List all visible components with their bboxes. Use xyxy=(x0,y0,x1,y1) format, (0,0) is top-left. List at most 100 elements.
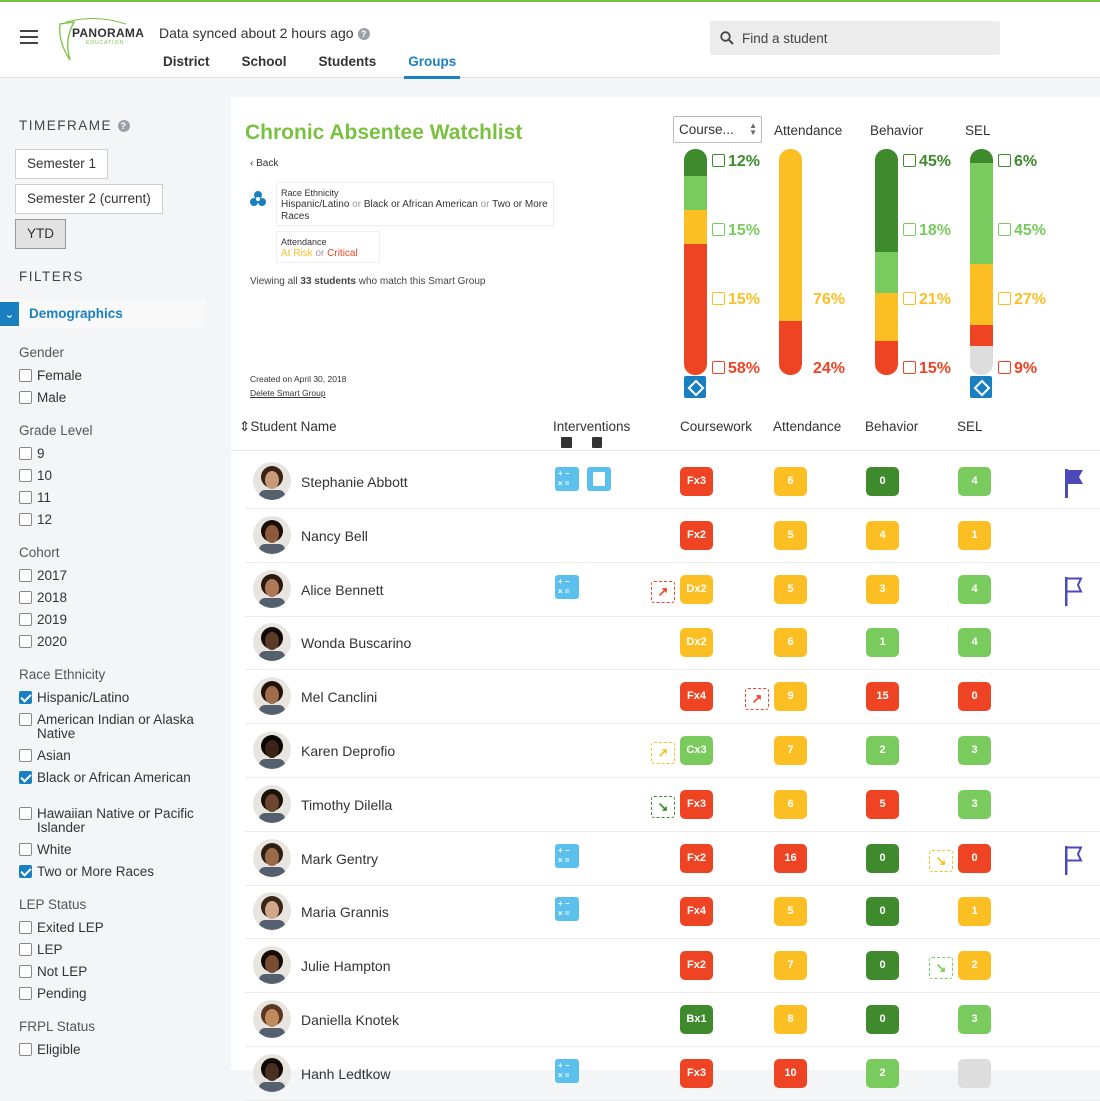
sel-bar-segment[interactable] xyxy=(970,162,993,265)
nav-groups[interactable]: Groups xyxy=(404,54,461,79)
checkbox-checked-icon[interactable] xyxy=(19,865,32,878)
panorama-logo[interactable]: PANORAMA EDUCATION xyxy=(56,14,144,64)
flag-outline-icon[interactable] xyxy=(1063,575,1085,607)
checkbox-icon[interactable] xyxy=(19,513,32,526)
student-name[interactable]: Wonda Buscarino xyxy=(301,635,412,652)
attendance-bar-segment[interactable] xyxy=(779,320,802,375)
behavior-chip[interactable]: 15 xyxy=(866,682,899,712)
checkbox-icon[interactable] xyxy=(19,921,32,934)
student-row[interactable]: Julie Hampton Fx2 7 0 2 ↘ xyxy=(245,939,1100,994)
checkbox-icon[interactable] xyxy=(19,613,32,626)
expand-coursework-icon[interactable] xyxy=(684,376,706,398)
checkbox-checked-icon[interactable] xyxy=(19,771,32,784)
attendance-chip[interactable]: 8 xyxy=(774,1005,807,1034)
expand-sel-icon[interactable] xyxy=(970,376,992,398)
checkbox-icon[interactable] xyxy=(19,569,32,582)
behavior-chip[interactable]: 1 xyxy=(866,628,899,658)
checkbox-icon[interactable] xyxy=(19,469,32,482)
student-row[interactable]: Alice Bennett Dx2↗ 5 3 4 xyxy=(245,563,1100,617)
sel-chip[interactable]: 0 xyxy=(958,843,991,873)
segment-select-checkbox[interactable] xyxy=(903,223,916,236)
attendance-chip[interactable]: 10 xyxy=(774,1058,807,1088)
checkbox-icon[interactable] xyxy=(19,843,32,856)
sel-chip[interactable]: 3 xyxy=(958,736,991,765)
timeframe-semester-1[interactable]: Semester 1 xyxy=(15,149,109,179)
attendance-chip[interactable]: 6 xyxy=(774,628,807,658)
sel-chip[interactable]: 4 xyxy=(958,574,991,604)
coursework-bar-segment[interactable] xyxy=(684,149,707,177)
calculator-icon[interactable] xyxy=(555,574,579,599)
nav-school[interactable]: School xyxy=(241,54,287,69)
student-row[interactable]: Karen Deprofio Cx3 ↗ 7 2 3 xyxy=(245,724,1100,778)
segment-select-checkbox[interactable] xyxy=(712,154,725,167)
sel-chip[interactable]: 0 xyxy=(958,682,991,712)
checkbox-checked-icon[interactable] xyxy=(19,691,32,704)
search-input[interactable] xyxy=(742,30,982,46)
attendance-chip[interactable]: 5 xyxy=(774,574,807,604)
coursework-bar-segment[interactable] xyxy=(684,243,707,375)
coursework-chip[interactable]: Fx3 xyxy=(680,1058,713,1088)
behavior-chip[interactable]: 0 xyxy=(866,951,899,981)
nav-district[interactable]: District xyxy=(163,54,210,69)
segment-select-checkbox[interactable] xyxy=(903,292,916,305)
checkbox-icon[interactable] xyxy=(19,635,32,648)
segment-select-checkbox[interactable] xyxy=(903,361,916,374)
student-name[interactable]: Mark Gentry xyxy=(301,850,379,867)
checkbox-icon[interactable] xyxy=(19,965,32,978)
calculator-icon[interactable] xyxy=(555,1058,579,1083)
student-row[interactable]: Nancy Bell Fx2 5 4 1 xyxy=(245,509,1100,563)
checkbox-icon[interactable] xyxy=(19,713,32,726)
behavior-chip[interactable]: 0 xyxy=(866,897,899,927)
student-name[interactable]: Nancy Bell xyxy=(301,527,368,544)
sel-chip[interactable] xyxy=(958,1058,991,1088)
coursework-chip[interactable]: Fx2 xyxy=(680,520,713,550)
coursework-chip[interactable]: Cx3 xyxy=(680,736,713,765)
segment-select-checkbox[interactable] xyxy=(712,223,725,236)
coursework-chip[interactable]: Fx3 xyxy=(680,467,713,496)
student-name[interactable]: Alice Bennett xyxy=(301,581,384,598)
student-row[interactable]: Mel Canclini Fx4 9 ↗ 15 0 xyxy=(245,670,1100,725)
sel-bar-segment[interactable] xyxy=(970,325,993,346)
coursework-chip[interactable]: Bx1 xyxy=(680,1005,713,1034)
behavior-chip[interactable]: 0 xyxy=(866,1005,899,1034)
checkbox-icon[interactable] xyxy=(19,391,32,404)
checkbox-icon[interactable] xyxy=(19,447,32,460)
student-row[interactable]: Maria Grannis Fx4 5 0 1 xyxy=(245,885,1100,940)
behavior-chip[interactable]: 0 xyxy=(866,843,899,873)
student-name[interactable]: Timothy Dilella xyxy=(301,796,393,813)
nav-students[interactable]: Students xyxy=(318,54,377,69)
checkbox-icon[interactable] xyxy=(19,987,32,1000)
student-name[interactable]: Daniella Knotek xyxy=(301,1012,400,1028)
sel-bar-segment[interactable] xyxy=(970,149,993,163)
book-icon[interactable] xyxy=(592,437,602,448)
sel-chip[interactable]: 1 xyxy=(958,520,991,550)
coursework-chip[interactable]: Fx4 xyxy=(680,682,713,712)
behavior-chip[interactable]: 2 xyxy=(866,1058,899,1088)
behavior-bar-segment[interactable] xyxy=(875,149,898,252)
sel-chip[interactable]: 4 xyxy=(958,628,991,658)
sel-chip[interactable]: 1 xyxy=(958,897,991,927)
segment-select-checkbox[interactable] xyxy=(998,223,1011,236)
behavior-chip[interactable]: 2 xyxy=(866,736,899,765)
attendance-chip[interactable]: 5 xyxy=(774,520,807,550)
student-row[interactable]: Hanh Ledtkow Fx3 10 2 xyxy=(245,1047,1100,1101)
attendance-chip[interactable]: 9 xyxy=(774,682,807,712)
attendance-chip[interactable]: 6 xyxy=(774,467,807,496)
checkbox-icon[interactable] xyxy=(19,807,32,820)
sel-chip[interactable]: 3 xyxy=(958,789,991,819)
coursework-chip[interactable]: Fx2 xyxy=(680,843,713,873)
segment-select-checkbox[interactable] xyxy=(998,292,1011,305)
checkbox-icon[interactable] xyxy=(19,591,32,604)
calculator-icon[interactable] xyxy=(561,437,572,448)
behavior-chip[interactable]: 4 xyxy=(866,520,899,550)
student-name[interactable]: Karen Deprofio xyxy=(301,743,396,759)
attendance-bar-segment[interactable] xyxy=(779,149,802,321)
student-row[interactable]: Daniella Knotek Bx1 8 0 3 xyxy=(245,993,1100,1047)
sel-bar-segment[interactable] xyxy=(970,264,993,326)
segment-select-checkbox[interactable] xyxy=(903,154,916,167)
header-coursework[interactable]: Coursework xyxy=(680,419,753,434)
student-name[interactable]: Maria Grannis xyxy=(301,904,389,921)
demographics-toggle[interactable]: ⌄ Demographics xyxy=(0,299,205,329)
segment-select-checkbox[interactable] xyxy=(998,154,1011,167)
coursework-chip[interactable]: Fx2 xyxy=(680,951,713,981)
